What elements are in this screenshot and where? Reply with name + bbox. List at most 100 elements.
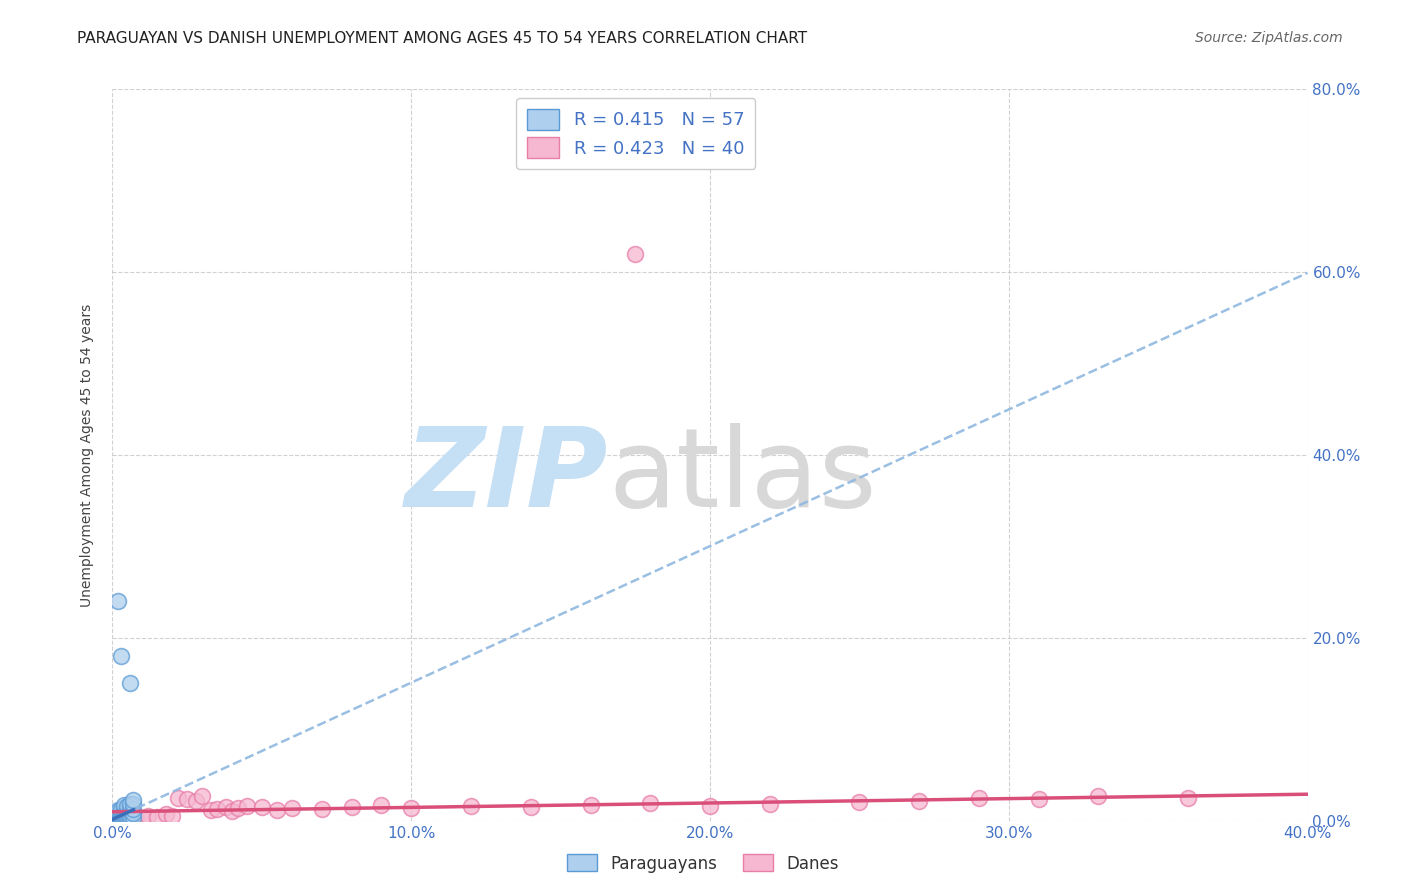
Point [131,811,153,825]
Point [191,789,214,803]
Point [104,808,127,822]
Point [120,805,142,819]
Point [120,808,142,822]
Point [266,803,288,817]
Point [967,790,990,805]
Point [117,805,139,820]
Legend: Paraguayans, Danes: Paraguayans, Danes [561,847,845,880]
Point [114,809,135,823]
Point [221,804,243,818]
Point [186,793,208,807]
Point [281,801,304,815]
Point [107,805,129,820]
Point [1028,791,1050,805]
Point [114,812,135,826]
Point [104,813,127,827]
Point [107,814,129,828]
Point [104,806,127,821]
Text: Source: ZipAtlas.com: Source: ZipAtlas.com [1195,31,1343,45]
Point [117,799,139,814]
Point [117,808,139,822]
Point [1177,790,1199,805]
Point [110,809,132,823]
Point [107,803,129,817]
Point [117,811,139,825]
Point [401,801,423,815]
Point [520,800,543,814]
Point [340,800,363,814]
Point [107,807,129,822]
Point [107,812,129,826]
Point [460,799,482,814]
Point [1087,789,1109,803]
Y-axis label: Unemployment Among Ages 45 to 54 years: Unemployment Among Ages 45 to 54 years [80,303,94,607]
Point [640,797,662,811]
Point [110,802,132,816]
Point [114,805,135,819]
Point [114,813,135,827]
Point [107,813,129,827]
Point [107,809,129,823]
Point [125,810,148,824]
Point [200,803,222,817]
Point [107,810,129,824]
Point [110,814,132,828]
Point [311,802,333,816]
Point [138,809,160,823]
Text: ZIP: ZIP [405,424,609,531]
Point [110,812,132,826]
Point [759,797,782,812]
Text: PARAGUAYAN VS DANISH UNEMPLOYMENT AMONG AGES 45 TO 54 YEARS CORRELATION CHART: PARAGUAYAN VS DANISH UNEMPLOYMENT AMONG … [77,31,807,46]
Point [101,814,124,828]
Point [104,814,127,828]
Legend: R = 0.415   N = 57, R = 0.423   N = 40: R = 0.415 N = 57, R = 0.423 N = 40 [516,98,755,169]
Point [114,801,135,815]
Point [205,802,228,816]
Point [120,812,142,826]
Point [117,802,139,816]
Point [110,649,132,664]
Point [699,799,721,814]
Point [101,813,124,827]
Point [104,810,127,824]
Point [120,811,142,825]
Point [250,800,273,814]
Point [370,798,392,813]
Point [101,811,124,825]
Point [101,812,124,826]
Point [122,810,145,824]
Point [110,805,132,819]
Point [104,811,127,825]
Point [624,246,647,260]
Point [110,813,132,827]
Point [117,810,139,824]
Point [110,807,132,822]
Point [107,594,129,608]
Point [120,801,142,815]
Point [120,676,142,690]
Point [107,811,129,825]
Point [114,813,135,827]
Point [155,807,177,822]
Point [146,810,169,824]
Point [215,800,238,814]
Point [122,797,145,812]
Point [167,790,190,805]
Point [122,806,145,821]
Point [176,791,198,805]
Point [110,811,132,825]
Point [848,796,870,810]
Point [236,799,259,814]
Point [114,807,135,822]
Point [104,812,127,826]
Point [104,809,127,823]
Text: atlas: atlas [609,424,877,531]
Point [162,809,183,823]
Point [120,797,142,812]
Point [114,798,135,813]
Point [226,801,249,815]
Point [114,811,135,825]
Point [122,802,145,816]
Point [122,792,145,806]
Point [579,798,602,813]
